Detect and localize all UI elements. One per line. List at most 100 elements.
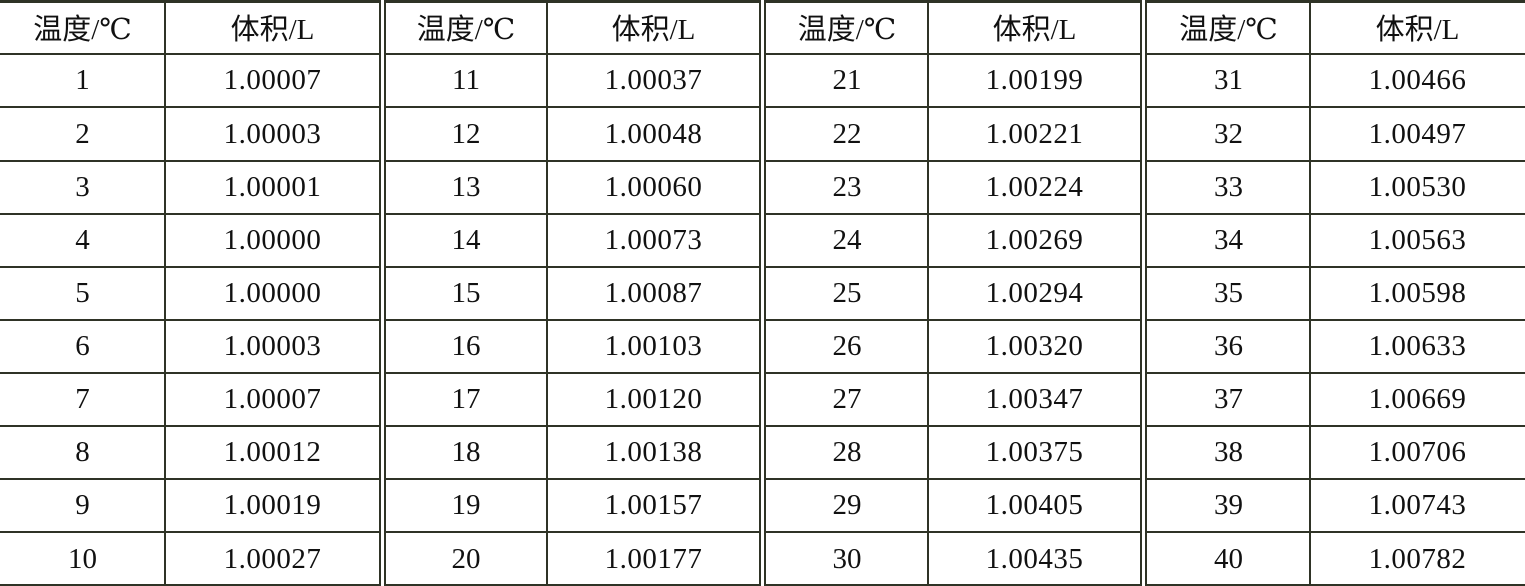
column-divider	[546, 0, 548, 586]
cell-volume: 1.00224	[985, 171, 1084, 203]
header-volume: 体积/L	[230, 14, 315, 46]
row-divider	[1147, 53, 1525, 55]
row-divider	[0, 160, 380, 162]
row-divider	[766, 584, 1141, 586]
cell-volume: 1.00669	[1368, 383, 1467, 415]
cell-temperature: 12	[451, 117, 481, 150]
cell-temperature: 23	[832, 171, 862, 203]
cell-volume: 1.00435	[985, 542, 1084, 575]
group-divider	[759, 0, 761, 586]
group-divider	[384, 0, 386, 586]
row-divider	[1147, 160, 1525, 162]
cell-volume: 1.00001	[223, 171, 322, 203]
cell-temperature: 27	[832, 383, 862, 415]
cell-volume: 1.00037	[604, 64, 703, 96]
cell-volume: 1.00221	[985, 117, 1084, 150]
row-divider	[766, 319, 1141, 321]
column-divider	[1309, 0, 1311, 586]
row-divider	[0, 106, 380, 108]
row-divider	[766, 478, 1141, 480]
cell-volume: 1.00294	[985, 277, 1084, 309]
row-divider	[385, 425, 760, 427]
row-divider	[0, 53, 380, 55]
group-divider	[764, 0, 766, 586]
cell-temperature: 11	[452, 64, 480, 96]
cell-temperature: 36	[1214, 330, 1243, 362]
cell-temperature: 40	[1214, 542, 1243, 575]
cell-temperature: 18	[451, 436, 481, 468]
cell-temperature: 29	[832, 489, 862, 521]
cell-volume: 1.00177	[604, 542, 703, 575]
row-divider	[385, 319, 760, 321]
row-divider	[385, 478, 760, 480]
cell-volume: 1.00743	[1368, 489, 1467, 521]
cell-temperature: 8	[75, 436, 90, 468]
row-divider	[385, 53, 760, 55]
cell-volume: 1.00019	[223, 489, 322, 521]
cell-temperature: 5	[75, 277, 90, 309]
row-divider	[766, 266, 1141, 268]
cell-volume: 1.00003	[223, 117, 322, 150]
cell-temperature: 25	[832, 277, 862, 309]
cell-temperature: 37	[1214, 383, 1243, 415]
cell-temperature: 15	[451, 277, 481, 309]
row-divider	[0, 319, 380, 321]
row-divider	[0, 213, 380, 215]
cell-volume: 1.00007	[223, 383, 322, 415]
cell-volume: 1.00000	[223, 224, 322, 256]
row-divider	[1147, 478, 1525, 480]
row-divider	[385, 266, 760, 268]
cell-temperature: 26	[832, 330, 862, 362]
row-divider	[1147, 531, 1525, 533]
cell-temperature: 32	[1214, 117, 1243, 150]
row-divider	[766, 372, 1141, 374]
cell-volume: 1.00782	[1368, 542, 1467, 575]
cell-temperature: 14	[451, 224, 481, 256]
cell-volume: 1.00003	[223, 330, 322, 362]
row-divider	[0, 0, 380, 3]
row-divider	[1147, 106, 1525, 108]
cell-temperature: 39	[1214, 489, 1243, 521]
cell-volume: 1.00563	[1368, 224, 1467, 256]
cell-volume: 1.00347	[985, 383, 1084, 415]
cell-volume: 1.00199	[985, 64, 1084, 96]
row-divider	[1147, 372, 1525, 374]
header-volume: 体积/L	[992, 14, 1077, 46]
cell-temperature: 34	[1214, 224, 1243, 256]
row-divider	[1147, 425, 1525, 427]
row-divider	[385, 106, 760, 108]
cell-volume: 1.00157	[604, 489, 703, 521]
cell-temperature: 4	[75, 224, 90, 256]
group-divider	[1145, 0, 1147, 586]
cell-volume: 1.00598	[1368, 277, 1467, 309]
cell-volume: 1.00497	[1368, 117, 1467, 150]
cell-volume: 1.00375	[985, 436, 1084, 468]
cell-volume: 1.00269	[985, 224, 1084, 256]
cell-volume: 1.00060	[604, 171, 703, 203]
column-divider	[164, 0, 166, 586]
row-divider	[0, 478, 380, 480]
row-divider	[0, 531, 380, 533]
cell-temperature: 33	[1214, 171, 1243, 203]
row-divider	[766, 425, 1141, 427]
group-divider	[379, 0, 381, 586]
row-divider	[1147, 213, 1525, 215]
cell-temperature: 19	[451, 489, 481, 521]
cell-temperature: 13	[451, 171, 481, 203]
cell-volume: 1.00103	[604, 330, 703, 362]
cell-volume: 1.00073	[604, 224, 703, 256]
cell-temperature: 28	[832, 436, 862, 468]
row-divider	[1147, 266, 1525, 268]
cell-volume: 1.00405	[985, 489, 1084, 521]
cell-volume: 1.00000	[223, 277, 322, 309]
row-divider	[1147, 584, 1525, 586]
row-divider	[385, 372, 760, 374]
row-divider	[385, 584, 760, 586]
cell-temperature: 31	[1214, 64, 1243, 96]
row-divider	[766, 160, 1141, 162]
row-divider	[766, 213, 1141, 215]
cell-volume: 1.00320	[985, 330, 1084, 362]
header-temperature: 温度/℃	[797, 14, 897, 46]
cell-volume: 1.00466	[1368, 64, 1467, 96]
row-divider	[766, 0, 1141, 3]
